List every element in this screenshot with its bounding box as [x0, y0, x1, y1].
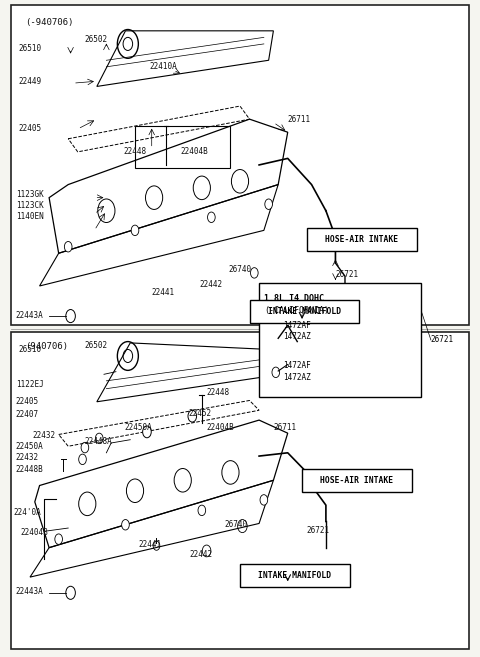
Bar — [259, 283, 421, 397]
Text: 22405: 22405 — [16, 397, 39, 406]
Text: 22449: 22449 — [18, 77, 41, 85]
Text: INTAKE MANIFOLD: INTAKE MANIFOLD — [268, 307, 341, 316]
Text: (-CALIFORNIA): (-CALIFORNIA) — [264, 306, 329, 315]
Text: 26721: 26721 — [307, 526, 330, 535]
Text: 26711: 26711 — [288, 115, 311, 124]
Text: 22448: 22448 — [123, 147, 146, 156]
Bar — [11, 332, 469, 649]
Circle shape — [121, 520, 129, 530]
Text: 1140EN: 1140EN — [16, 212, 44, 221]
Text: 1472AF: 1472AF — [283, 361, 311, 370]
Text: 22450A: 22450A — [124, 424, 152, 432]
Text: 1472AZ: 1472AZ — [283, 373, 311, 382]
Text: 22410A: 22410A — [149, 62, 177, 72]
Text: 26502: 26502 — [85, 341, 108, 350]
Circle shape — [198, 505, 205, 516]
Text: 1472AF: 1472AF — [283, 321, 311, 330]
Text: 22443A: 22443A — [16, 587, 44, 596]
Text: 1.8L I4 DOHC: 1.8L I4 DOHC — [264, 294, 324, 304]
Text: 26502: 26502 — [85, 35, 108, 44]
Text: 22448B: 22448B — [16, 464, 44, 474]
Text: 22404B: 22404B — [21, 528, 48, 537]
Circle shape — [188, 410, 197, 422]
Text: HOSE-AIR INTAKE: HOSE-AIR INTAKE — [325, 235, 398, 244]
Text: 26740: 26740 — [228, 265, 251, 274]
Text: INTAKE MANIFOLD: INTAKE MANIFOLD — [258, 571, 332, 580]
Circle shape — [64, 242, 72, 252]
Circle shape — [131, 225, 139, 236]
Bar — [240, 564, 350, 587]
Text: 22432: 22432 — [16, 453, 39, 462]
Text: 1123CK: 1123CK — [16, 201, 44, 210]
Bar — [135, 125, 230, 168]
Circle shape — [55, 534, 62, 545]
Text: 22441: 22441 — [139, 540, 162, 549]
Text: 1122EJ: 1122EJ — [16, 380, 44, 388]
Text: 22448A: 22448A — [85, 436, 113, 445]
Circle shape — [143, 426, 151, 438]
Circle shape — [207, 212, 215, 223]
Bar — [250, 300, 360, 323]
Bar — [302, 469, 412, 492]
Text: 26721: 26721 — [431, 336, 454, 344]
Text: 22441: 22441 — [152, 288, 175, 297]
Text: 22407: 22407 — [16, 411, 39, 419]
Text: 224'0A: 224'0A — [13, 509, 41, 518]
Text: 22448: 22448 — [206, 388, 230, 397]
Text: 22404B: 22404B — [206, 424, 234, 432]
Circle shape — [265, 199, 273, 210]
Text: 26711: 26711 — [274, 424, 297, 432]
Text: 26721: 26721 — [336, 270, 359, 279]
Text: 1472AZ: 1472AZ — [283, 332, 311, 341]
Text: (-940706): (-940706) — [25, 18, 73, 27]
Text: 22404B: 22404B — [180, 147, 208, 156]
Text: 26510: 26510 — [18, 345, 41, 354]
Text: 22443A: 22443A — [16, 311, 44, 320]
Text: 26510: 26510 — [18, 44, 41, 53]
Text: 22450A: 22450A — [16, 442, 44, 451]
Bar — [11, 5, 469, 325]
Text: (940706): (940706) — [25, 342, 68, 351]
Text: 22432: 22432 — [33, 431, 56, 440]
Text: 22452: 22452 — [189, 409, 212, 418]
Text: 1123GK: 1123GK — [16, 190, 44, 199]
Text: 22442: 22442 — [190, 550, 213, 558]
Text: 22405: 22405 — [18, 124, 41, 133]
Text: 22442: 22442 — [199, 279, 223, 288]
Text: 26740: 26740 — [224, 520, 247, 530]
Circle shape — [260, 495, 268, 505]
Text: HOSE-AIR INTAKE: HOSE-AIR INTAKE — [320, 476, 394, 485]
Bar — [307, 229, 417, 251]
